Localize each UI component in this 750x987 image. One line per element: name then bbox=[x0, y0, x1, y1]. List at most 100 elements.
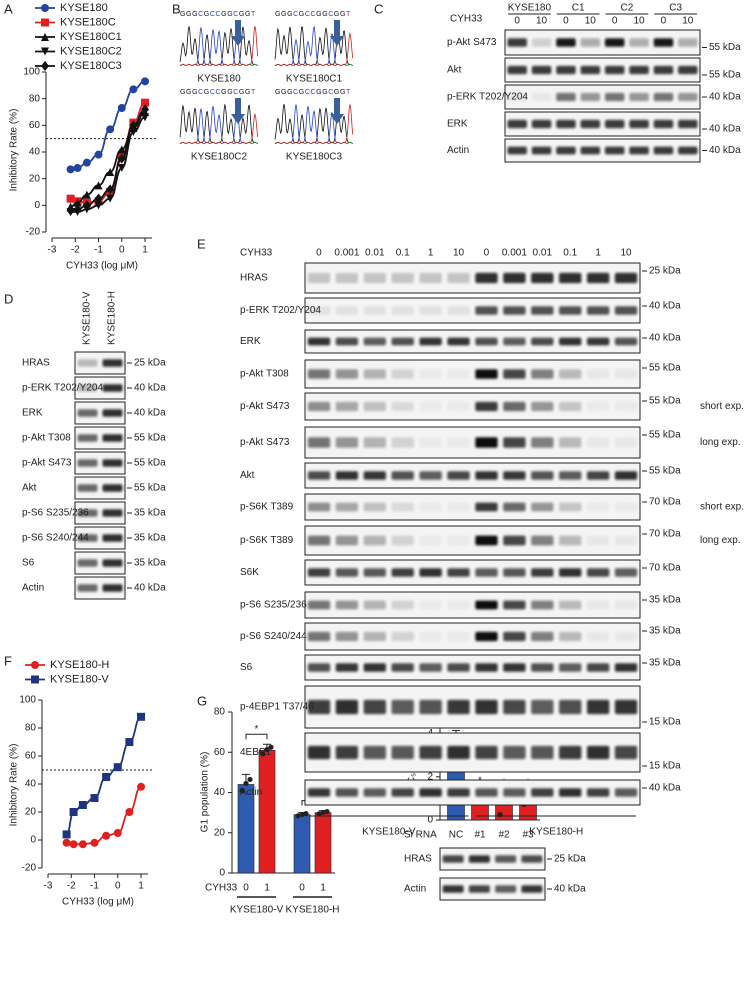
base: T bbox=[251, 11, 256, 18]
blot-band bbox=[419, 306, 442, 315]
blot-band bbox=[586, 337, 610, 346]
blot-band bbox=[77, 434, 98, 442]
blot-band bbox=[475, 568, 498, 577]
blot-band bbox=[475, 401, 498, 412]
data-point bbox=[69, 840, 78, 849]
dose-label: 0.01 bbox=[533, 248, 553, 259]
mutation-arrow bbox=[231, 20, 245, 46]
panel-label: F bbox=[4, 653, 12, 668]
blot-band bbox=[559, 369, 582, 379]
blot-band bbox=[363, 401, 386, 412]
blot-band bbox=[335, 745, 359, 760]
blot-band bbox=[447, 471, 470, 480]
dose-label: 0 bbox=[612, 16, 618, 27]
kda-label: 70 kDa bbox=[649, 529, 681, 540]
blot-band bbox=[419, 502, 442, 512]
blot-band bbox=[653, 38, 674, 47]
blot-band bbox=[419, 600, 442, 610]
x-tick-label: -2 bbox=[67, 881, 76, 892]
panel-label: A bbox=[4, 1, 13, 16]
blot-row-label: p-ERK T202/Y204 bbox=[240, 305, 321, 316]
blot-box bbox=[304, 392, 641, 421]
blot-row-label: Actin bbox=[447, 145, 469, 156]
blot-band bbox=[335, 437, 359, 448]
blot-band bbox=[629, 92, 649, 102]
blot-band bbox=[391, 369, 414, 379]
blot-band bbox=[580, 146, 601, 155]
blot-band bbox=[653, 146, 674, 155]
dose-label: 10 bbox=[536, 16, 548, 27]
x-tick-label: 0 bbox=[115, 881, 121, 892]
data-point bbox=[62, 830, 71, 839]
kda-label: 55 kDa bbox=[134, 458, 166, 469]
kda-label: 15 kDa bbox=[649, 717, 681, 728]
blot-band bbox=[503, 369, 526, 379]
x-axis-label: CYH33 (log μM) bbox=[62, 897, 134, 908]
blot-band bbox=[475, 745, 498, 760]
blot-band bbox=[419, 745, 442, 760]
kda-label: 40 kDa bbox=[649, 333, 681, 344]
blot-band bbox=[614, 699, 638, 715]
treatment-label: CYH33 bbox=[240, 248, 273, 259]
blot-band bbox=[363, 663, 386, 672]
y-tick-label: 20 bbox=[25, 807, 37, 818]
data-point bbox=[106, 168, 115, 176]
blot-box bbox=[439, 877, 546, 901]
kda-label: 40 kDa bbox=[134, 383, 166, 394]
blot-band bbox=[531, 568, 554, 577]
blot-band bbox=[678, 92, 698, 102]
blot-row-label: Actin bbox=[240, 787, 262, 798]
blot-band bbox=[307, 788, 331, 797]
sequence: GGGCGCCGGCGGT bbox=[275, 89, 351, 96]
kda-label: 40 kDa bbox=[554, 884, 586, 895]
blot-band bbox=[614, 306, 638, 315]
blot-band bbox=[447, 337, 470, 346]
base: G bbox=[287, 89, 293, 96]
trace-label: KYSE180C3 bbox=[286, 152, 343, 163]
blot-band bbox=[335, 306, 359, 315]
base: G bbox=[299, 11, 305, 18]
blot-band bbox=[475, 535, 498, 546]
blot-band bbox=[559, 535, 582, 546]
data-point bbox=[113, 829, 122, 837]
blot-band bbox=[475, 631, 498, 642]
base: G bbox=[281, 89, 287, 96]
data-point bbox=[69, 808, 78, 816]
x-tick-label: -2 bbox=[71, 245, 80, 256]
kda-label: 55 kDa bbox=[134, 483, 166, 494]
blot-band bbox=[503, 471, 526, 480]
y-tick-label: 100 bbox=[23, 67, 40, 78]
x-tick-label: NC bbox=[449, 830, 463, 841]
blot-band bbox=[475, 437, 498, 448]
blot-band bbox=[307, 401, 331, 412]
blot-band bbox=[447, 699, 470, 715]
data-point bbox=[90, 794, 99, 802]
legend-label: KYSE180 bbox=[60, 2, 108, 14]
base: G bbox=[204, 11, 210, 18]
blot-band bbox=[391, 568, 414, 577]
blot-band bbox=[559, 306, 582, 315]
blot-row-label: p-S6K T389 bbox=[240, 535, 294, 546]
trace-line bbox=[274, 103, 353, 144]
blot-row-label: S6 bbox=[240, 662, 253, 673]
column-label: KYSE180-H bbox=[107, 291, 118, 345]
x-tick-label: -3 bbox=[44, 881, 53, 892]
data-point bbox=[125, 808, 134, 816]
data-point bbox=[66, 205, 75, 216]
base: C bbox=[233, 11, 239, 18]
blot-box bbox=[74, 576, 126, 600]
blot-band bbox=[475, 663, 498, 672]
base: G bbox=[221, 89, 227, 96]
data-point bbox=[62, 838, 71, 847]
data-point bbox=[129, 85, 138, 94]
blot-band bbox=[307, 437, 331, 448]
dose-label: 0.001 bbox=[502, 248, 527, 259]
blot-band bbox=[586, 401, 610, 412]
treatment-label: CYH33 bbox=[450, 14, 483, 25]
blot-band bbox=[507, 92, 527, 102]
blot-row-label: p-S6 S235/236 bbox=[22, 508, 89, 519]
blot-band bbox=[335, 663, 359, 672]
blot-band bbox=[503, 631, 526, 642]
x-tick-label: -1 bbox=[90, 881, 99, 892]
